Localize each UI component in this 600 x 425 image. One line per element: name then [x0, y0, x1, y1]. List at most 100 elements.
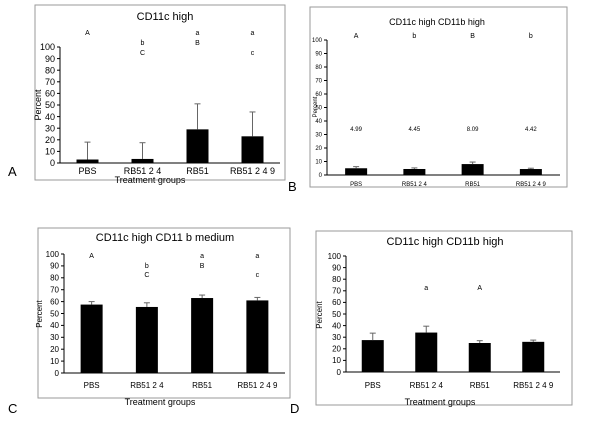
significance-letter: a	[255, 253, 259, 260]
panel-letter: B	[288, 179, 297, 194]
y-tick-label: 50	[332, 310, 341, 319]
bar	[468, 343, 491, 372]
y-tick-label: 40	[315, 119, 322, 125]
y-axis-label: Percent	[315, 300, 324, 328]
bar	[186, 129, 209, 163]
significance-letter: A	[85, 30, 90, 37]
category-label: RB51	[186, 166, 209, 176]
y-tick-label: 20	[50, 345, 59, 354]
y-tick-label: 70	[45, 77, 55, 87]
y-tick-label: 80	[45, 65, 55, 75]
y-tick-label: 70	[315, 79, 322, 85]
category-label: RB51 2 4 9	[516, 182, 547, 188]
chart-title: CD11c high CD11b high	[387, 236, 504, 248]
y-tick-label: 0	[337, 368, 342, 377]
y-tick-label: 0	[55, 369, 60, 378]
y-tick-label: 50	[50, 309, 59, 318]
bar	[246, 300, 269, 373]
y-axis-label: Percent	[33, 89, 43, 121]
x-axis-label: Treatment groups	[405, 397, 476, 407]
chart-title: CD11c high CD11 b medium	[96, 232, 234, 244]
significance-letter: a	[251, 30, 255, 37]
y-tick-label: 80	[315, 65, 322, 71]
y-tick-label: 70	[50, 286, 59, 295]
category-label: PBS	[365, 381, 381, 390]
significance-letter: a	[424, 285, 428, 292]
y-tick-label: 40	[332, 321, 341, 330]
category-label: RB51 2 4 9	[513, 381, 554, 390]
chart-panel-b: B CD11c high CD11b high 0 10 20 30 40 50 60 70 80 9…	[288, 6, 568, 194]
data-label: 4.42	[525, 127, 537, 133]
panel-frame	[34, 4, 286, 181]
bar	[361, 340, 384, 372]
chart-panel-d: D CD11c high CD11b high 0 10 20 30 40 50 60 70 80 9…	[290, 230, 573, 416]
panel-frame	[315, 230, 573, 406]
y-tick-label: 20	[332, 345, 341, 354]
y-tick-label: 0	[50, 158, 55, 168]
bar	[522, 341, 545, 372]
y-tick-label: 100	[40, 42, 55, 52]
y-tick-label: 50	[315, 106, 322, 112]
category-label: PBS	[84, 381, 100, 390]
significance-letter: A	[354, 33, 359, 40]
y-tick-label: 10	[45, 147, 55, 157]
chart-title: CD11c high	[137, 11, 194, 23]
bar	[519, 169, 542, 175]
panel-letter: A	[8, 164, 17, 179]
panel-frame	[37, 227, 291, 399]
category-label: RB51 2 4 9	[230, 166, 275, 176]
y-tick-label: 90	[332, 263, 341, 272]
significance-letter: a	[200, 253, 204, 260]
panel-letter: C	[8, 401, 17, 416]
bar	[80, 304, 103, 373]
y-tick-label: 90	[315, 52, 322, 58]
bar	[241, 136, 264, 163]
data-label: 8.09	[467, 127, 479, 133]
category-label: RB51	[465, 182, 481, 188]
x-axis-label: Treatment groups	[125, 397, 196, 407]
y-tick-label: 60	[50, 297, 59, 306]
y-tick-label: 30	[332, 333, 341, 342]
y-tick-label: 10	[50, 357, 59, 366]
bar	[76, 159, 99, 163]
category-label: RB51 2 4	[410, 381, 444, 390]
chart-title: CD11c high CD11b high	[389, 17, 485, 27]
y-tick-label: 40	[50, 321, 59, 330]
category-label: RB51 2 4	[124, 166, 162, 176]
y-tick-label: 30	[45, 123, 55, 133]
y-tick-label: 20	[315, 146, 322, 152]
bar	[403, 168, 426, 175]
panel-frame	[309, 6, 568, 188]
significance-letter: B	[195, 40, 200, 47]
y-tick-label: 100	[312, 38, 323, 44]
y-tick-label: 80	[332, 275, 341, 284]
y-tick-label: 0	[319, 173, 323, 179]
significance-letter: a	[196, 30, 200, 37]
significance-letter: A	[477, 285, 482, 292]
category-label: RB51 2 4 9	[237, 381, 278, 390]
chart-panel-c: C CD11c high CD11 b medium 0 10 20 30 40 50 60 70…	[8, 227, 291, 416]
bar	[131, 158, 154, 163]
y-tick-label: 40	[45, 112, 55, 122]
y-tick-label: 90	[45, 54, 55, 64]
category-label: PBS	[350, 182, 362, 188]
significance-letter: c	[256, 272, 260, 279]
y-axis-label: Percent	[35, 299, 44, 327]
bar	[191, 298, 214, 373]
y-axis-label: Percent	[313, 96, 319, 117]
y-tick-label: 10	[332, 356, 341, 365]
y-tick-label: 50	[45, 100, 55, 110]
data-label: 4.45	[409, 127, 421, 133]
y-tick-label: 80	[50, 274, 59, 283]
category-label: RB51 2 4	[130, 381, 164, 390]
y-tick-label: 30	[315, 133, 322, 139]
y-tick-label: 10	[315, 160, 322, 166]
category-label: PBS	[78, 166, 96, 176]
significance-letter: C	[144, 272, 149, 279]
significance-letter: C	[140, 50, 145, 57]
y-tick-label: 90	[50, 262, 59, 271]
significance-letter: b	[141, 40, 145, 47]
bar	[461, 164, 484, 175]
